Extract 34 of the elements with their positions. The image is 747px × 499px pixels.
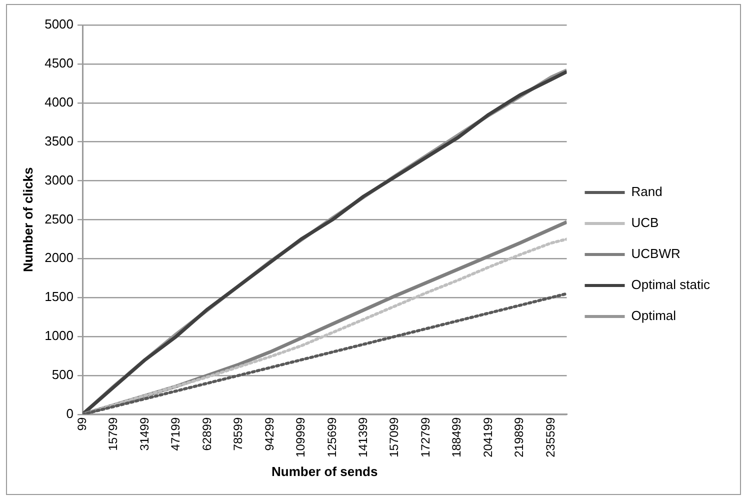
y-tick-label: 500: [52, 367, 74, 382]
y-tick-label: 1500: [44, 289, 74, 304]
y-tick-label: 3000: [44, 172, 74, 188]
y-tick-label: 4000: [44, 94, 74, 110]
y-tick-label: 0: [66, 406, 74, 421]
legend-label: Optimal: [631, 308, 676, 324]
y-tick-label: 2500: [44, 211, 74, 226]
y-tick-label: 4500: [44, 56, 74, 71]
y-tick-label: 2000: [44, 250, 74, 266]
legend-label: Rand: [631, 184, 662, 200]
x-tick-label: 15799: [106, 417, 120, 451]
x-tick-label: 157099: [387, 417, 402, 458]
x-axis-title: Number of sends: [272, 464, 378, 479]
x-tick-label: 219899: [512, 417, 526, 458]
y-tick-label: 3500: [44, 133, 74, 148]
x-tick-label: 31499: [137, 417, 152, 451]
x-tick-label: 235599: [543, 417, 558, 458]
legend-label: UCB: [631, 215, 659, 230]
legend-label: Optimal static: [631, 277, 710, 292]
x-tick-label: 62899: [200, 417, 214, 451]
x-tick-label: 188499: [450, 417, 464, 458]
x-tick-label: 172799: [418, 417, 432, 458]
y-axis-title: Number of clicks: [20, 167, 36, 272]
x-tick-label: 99: [74, 417, 89, 431]
x-tick-label: 204199: [480, 417, 495, 458]
legend-label: UCBWR: [631, 246, 680, 262]
x-tick-label: 47199: [168, 417, 183, 451]
y-tick-label: 1000: [44, 328, 74, 344]
x-tick-label: 125699: [324, 417, 339, 458]
x-tick-label: 78599: [231, 417, 246, 451]
x-tick-label: 94299: [262, 417, 276, 451]
x-tick-label: 141399: [356, 417, 370, 458]
x-tick-label: 109999: [294, 417, 308, 458]
y-tick-label: 5000: [44, 16, 74, 32]
